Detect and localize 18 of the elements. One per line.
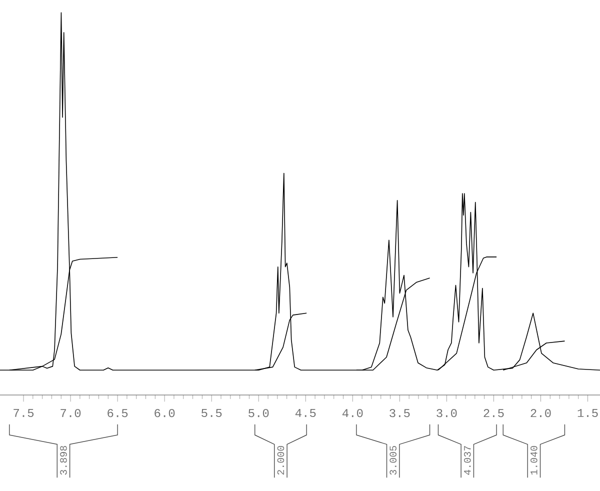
text: 1.040 (530, 446, 538, 475)
text: 3.005 (390, 446, 396, 475)
x-tick-label: 1.5 (578, 409, 598, 418)
x-tick-label: 7.5 (14, 409, 34, 418)
text: 4.037 (464, 446, 471, 475)
x-tick-label: 5.0 (248, 409, 269, 418)
x-tick-label: 2.5 (484, 409, 504, 418)
x-tick-label: 7.0 (60, 409, 81, 418)
x-tick-label: 3.5 (390, 409, 410, 418)
text: 3.898 (60, 446, 67, 475)
x-tick-label: 3.0 (436, 409, 457, 418)
text: 2.000 (277, 446, 284, 475)
x-tick-label: 4.0 (342, 409, 363, 418)
x-tick-label: 6.5 (108, 409, 128, 418)
x-tick-label: 4.5 (295, 409, 316, 418)
x-tick-label: 6.0 (154, 409, 175, 418)
x-tick-label: 2.0 (530, 409, 551, 418)
x-tick-label: 5.5 (202, 409, 222, 418)
